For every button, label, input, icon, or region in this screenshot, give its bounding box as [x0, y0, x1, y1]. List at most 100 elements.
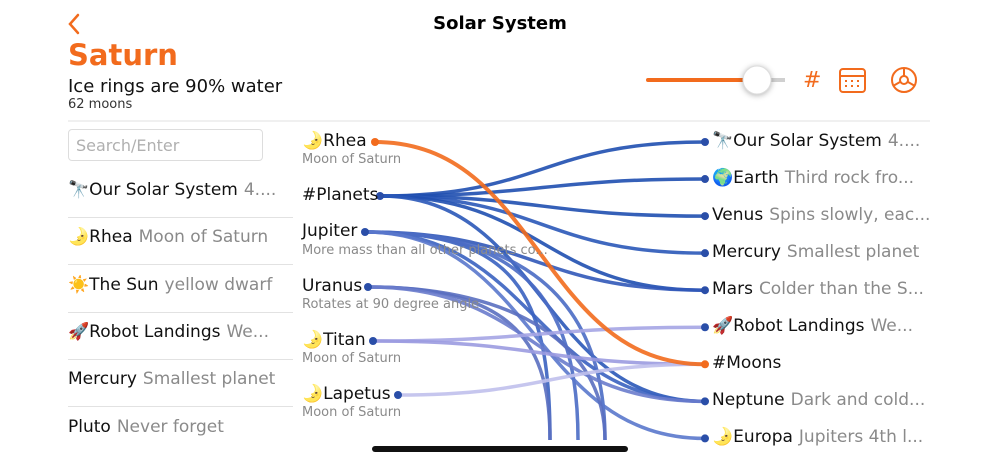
item-name: Our Solar System [733, 131, 882, 151]
link [372, 325, 706, 343]
target-item[interactable]: Venus Spins slowly, eac... [712, 205, 930, 225]
link [397, 362, 706, 397]
link-dot [376, 192, 384, 200]
link-dot [701, 397, 709, 406]
item-name: Pluto [68, 416, 111, 437]
source-detail: Moon of Saturn [302, 405, 402, 420]
target-item[interactable]: Neptune Dark and cold... [712, 390, 925, 410]
item-icon: 🌛 [302, 330, 324, 350]
target-item[interactable]: 🌛Europa Jupiters 4th l... [712, 427, 923, 447]
source-item[interactable]: #Planets [302, 185, 378, 205]
item-detail: 4.... [243, 180, 277, 200]
source-item[interactable]: 🌛Rhea [302, 131, 367, 151]
item-detail: Moon of Saturn [138, 227, 269, 248]
list-row[interactable]: ☀️The Sun yellow dwarf [68, 275, 293, 295]
item-name: #Planets [302, 185, 379, 205]
item-detail: 4.... [887, 131, 921, 151]
item-icon: ☀️ [68, 274, 90, 295]
target-item[interactable]: Mars Colder than the S... [712, 279, 924, 299]
note-subtitle: Ice rings are 90% water [68, 76, 283, 97]
item-name: Our Solar System [89, 180, 238, 200]
note-detail: 62 moons [68, 97, 133, 112]
item-name: #Moons [712, 353, 782, 374]
target-item[interactable]: Mercury Smallest planet [712, 242, 919, 262]
source-item[interactable]: Jupiter [302, 221, 357, 241]
source-detail: More mass than all other planets co... [302, 243, 548, 258]
item-name: Lapetus [323, 384, 391, 404]
item-detail: Spins slowly, eac... [769, 205, 931, 226]
source-item[interactable]: 🌛Titan [302, 330, 366, 350]
item-detail: Dark and cold... [790, 390, 926, 411]
item-name: Venus [712, 205, 764, 226]
row-separator [68, 311, 293, 313]
calendar-icon[interactable] [839, 68, 866, 93]
link [367, 285, 706, 404]
link [364, 230, 607, 441]
link-dot [701, 212, 709, 221]
link-dot [701, 360, 709, 369]
item-icon: 🌛 [68, 227, 90, 248]
item-icon: 🌛 [302, 384, 324, 404]
nav-title: Solar System [433, 13, 567, 34]
item-name: The Sun [89, 274, 159, 295]
list-row[interactable]: 🔭Our Solar System 4.... [68, 180, 293, 200]
item-name: Rhea [89, 227, 133, 248]
link-dot [701, 175, 709, 184]
item-detail: Jupiters 4th l... [798, 427, 924, 448]
link-dot [701, 249, 709, 258]
link-dot [701, 323, 709, 332]
item-detail: Colder than the S... [758, 279, 924, 300]
link [379, 194, 706, 292]
item-name: Jupiter [302, 221, 358, 241]
item-detail: Third rock fro... [784, 168, 915, 189]
link [379, 177, 706, 198]
target-item[interactable]: 🌍Earth Third rock fro... [712, 168, 914, 188]
link-dot [701, 286, 709, 295]
settings-icon[interactable] [891, 67, 917, 93]
source-detail: Rotates at 90 degree angle [302, 297, 480, 312]
item-detail: We... [870, 316, 913, 337]
item-name: Mercury [712, 242, 781, 263]
target-item[interactable]: 🚀Robot Landings We... [712, 316, 913, 336]
target-item[interactable]: 🔭Our Solar System 4.... [712, 131, 920, 151]
link-dot [369, 337, 377, 345]
source-detail: Moon of Saturn [302, 351, 402, 366]
item-icon: 🌍 [712, 168, 734, 189]
item-detail: Smallest planet [142, 369, 276, 390]
item-name: Robot Landings [89, 321, 221, 342]
note-title: Saturn [68, 38, 178, 72]
target-item[interactable]: #Moons [712, 353, 781, 373]
link [379, 140, 706, 198]
search-field[interactable]: Search/Enter [68, 129, 263, 161]
item-icon: 🚀 [712, 316, 734, 337]
item-icon: 🌛 [302, 131, 324, 151]
link-dot [371, 138, 379, 146]
source-item[interactable]: 🌛Lapetus [302, 384, 391, 404]
tag-button[interactable]: # [803, 68, 822, 93]
back-button[interactable] [68, 13, 80, 35]
row-separator [68, 264, 293, 266]
list-row[interactable]: 🌛Rhea Moon of Saturn [68, 227, 293, 247]
item-name: Mercury [68, 369, 137, 390]
source-item[interactable]: Uranus [302, 276, 362, 296]
item-name: Earth [733, 168, 779, 189]
list-row[interactable]: Mercury Smallest planet [68, 369, 293, 389]
list-row[interactable]: Pluto Never forget [68, 417, 293, 437]
link-dot [361, 228, 369, 236]
source-detail: Moon of Saturn [302, 152, 402, 167]
item-name: Europa [733, 427, 793, 448]
slider-knob[interactable] [742, 65, 772, 95]
link [372, 339, 706, 367]
item-icon: 🔭 [68, 180, 90, 200]
item-icon: 🔭 [712, 131, 734, 151]
link [367, 285, 607, 441]
item-name: Neptune [712, 390, 785, 411]
item-name: Robot Landings [733, 316, 865, 337]
list-row[interactable]: 🚀Robot Landings We... [68, 322, 293, 342]
item-icon: 🌛 [712, 427, 734, 448]
item-detail: Smallest planet [786, 242, 920, 263]
row-separator [68, 217, 293, 218]
